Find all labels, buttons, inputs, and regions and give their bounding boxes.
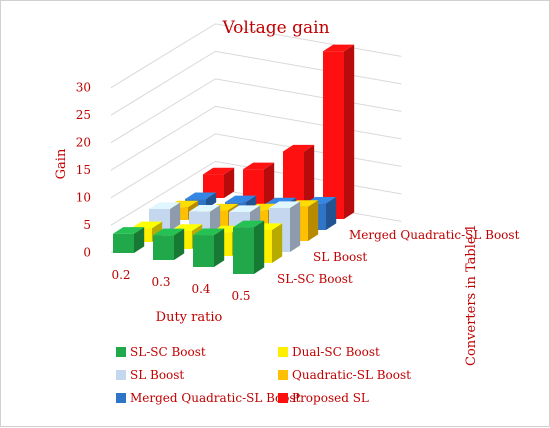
x-tick-label-1: 0.3 <box>151 275 170 289</box>
legend-swatch <box>116 370 126 380</box>
bar-sl-sc-boost-0.4 <box>193 228 225 267</box>
depth-axis-label: Converters in Table 1 <box>464 224 479 366</box>
legend-swatch <box>116 393 126 403</box>
y-tick-label-0: 0 <box>83 246 91 260</box>
y-tick-label-2: 10 <box>76 191 91 205</box>
y-ticks: 0 5 10 15 20 25 30 <box>76 81 91 260</box>
legend-label: Proposed SL <box>292 391 369 405</box>
legend-item-sl-boost: SL Boost <box>116 368 184 382</box>
legend-item-merged-quadratic-sl-boost: Merged Quadratic-SL Boost <box>116 391 301 405</box>
depth-tick-label-0: SL-SC Boost <box>277 272 353 286</box>
legend: SL-SC Boost Dual-SC Boost SL Boost Quadrati… <box>116 345 411 405</box>
y-tick-label-3: 15 <box>76 163 91 177</box>
x-tick-label-0: 0.2 <box>111 268 130 282</box>
y-axis-label: Gain <box>54 148 69 179</box>
legend-label: Quadratic-SL Boost <box>292 368 411 382</box>
y-tick-label-6: 30 <box>76 81 91 95</box>
legend-label: Dual-SC Boost <box>292 345 380 359</box>
depth-tick-label-1: SL Boost <box>313 250 367 264</box>
gridlines <box>110 23 402 254</box>
bar-proposed-sl-0.2 <box>203 167 235 198</box>
x-tick-label-3: 0.5 <box>231 289 250 303</box>
y-tick-label-4: 20 <box>76 136 91 150</box>
legend-swatch <box>278 370 288 380</box>
x-axis-label: Duty ratio <box>156 310 223 325</box>
depth-tick-label-2: Merged Quadratic-SL Boost <box>349 228 520 242</box>
depth-ticks: SL-SC Boost SL Boost Merged Quadratic-SL B… <box>277 228 520 286</box>
legend-swatch <box>116 347 126 357</box>
bars <box>113 44 355 274</box>
bar-sl-sc-boost-0.3 <box>153 228 185 260</box>
x-ticks: 0.2 0.3 0.4 0.5 <box>111 268 250 303</box>
legend-item-sl-sc-boost: SL-SC Boost <box>116 345 206 359</box>
legend-item-dual-sc-boost: Dual-SC Boost <box>278 345 380 359</box>
bar-sl-sc-boost-0.2 <box>113 227 145 253</box>
legend-item-quadratic-sl-boost: Quadratic-SL Boost <box>278 368 411 382</box>
legend-swatch <box>278 347 288 357</box>
bar-proposed-sl-0.5 <box>323 44 355 220</box>
chart-title: Voltage gain <box>221 18 329 38</box>
bar-sl-sc-boost-0.5 <box>233 220 265 274</box>
legend-label: SL Boost <box>130 368 184 382</box>
legend-item-proposed-sl: Proposed SL <box>278 391 369 405</box>
legend-label: Merged Quadratic-SL Boost <box>130 391 301 405</box>
bar-proposed-sl-0.4 <box>283 144 315 212</box>
y-tick-label-1: 5 <box>83 218 91 232</box>
x-tick-label-2: 0.4 <box>191 282 210 296</box>
y-tick-label-5: 25 <box>76 108 91 122</box>
legend-label: SL-SC Boost <box>130 345 206 359</box>
legend-swatch <box>278 393 288 403</box>
